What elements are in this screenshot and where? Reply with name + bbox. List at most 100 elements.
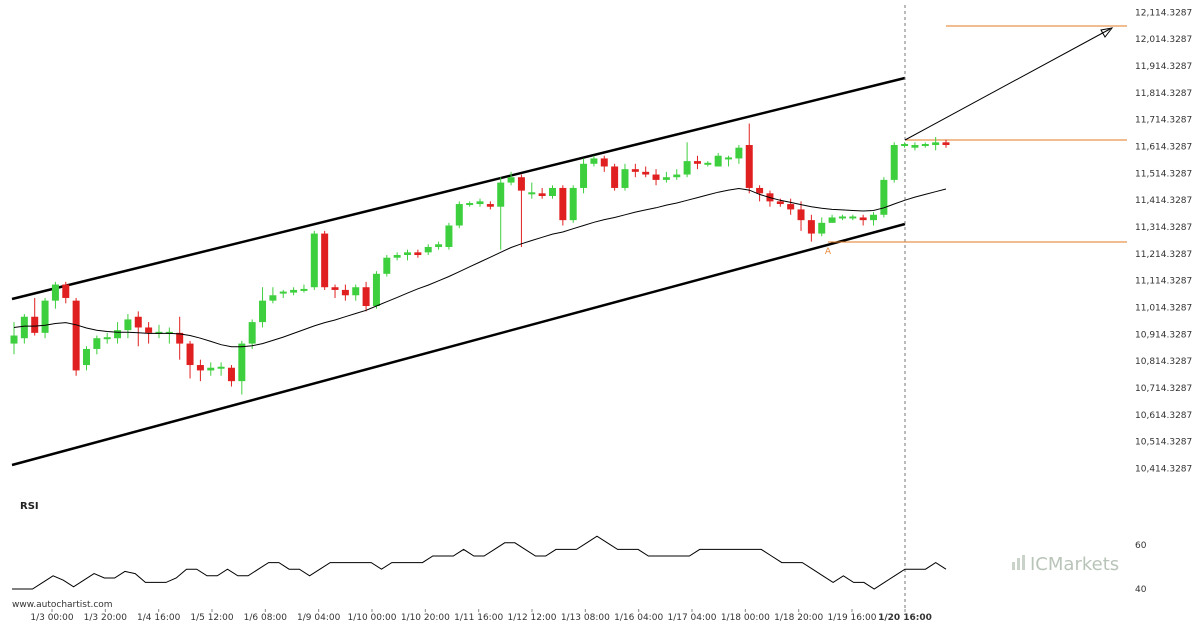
candle-body [911, 145, 919, 148]
candle-body [372, 273, 380, 307]
candle-body [569, 187, 577, 221]
candle-body [259, 300, 267, 323]
price-tick-label: 10,714.3287 [1135, 384, 1192, 394]
candle-body [176, 332, 184, 344]
candle-body [528, 192, 536, 195]
candle-body [41, 300, 49, 333]
projection-arrow [904, 28, 1111, 141]
candle-body [207, 367, 215, 371]
candle-body [93, 338, 101, 349]
candle-body [725, 157, 733, 160]
candle-body [217, 366, 225, 369]
candle-body [559, 187, 567, 221]
candle-body [683, 161, 691, 175]
candle-body [776, 201, 784, 205]
candle-body [248, 322, 256, 344]
candle-body [859, 217, 867, 221]
candle-body [838, 216, 846, 219]
candle-body [62, 284, 70, 298]
rsi-title: RSI [20, 501, 39, 512]
price-tick-label: 11,314.3287 [1135, 223, 1192, 233]
candle-body [621, 169, 629, 188]
candle-body [538, 193, 546, 196]
price-tick-label: 11,814.3287 [1135, 89, 1192, 99]
candle-body [435, 244, 443, 247]
candle-body [196, 365, 204, 371]
candle-body [756, 187, 764, 194]
candle-body [186, 343, 194, 366]
time-tick-label: 1/9 04:00 [297, 613, 341, 623]
candle-body [921, 144, 929, 147]
candle-body [238, 343, 246, 382]
price-tick-label: 10,414.3287 [1135, 465, 1192, 475]
candle-body [31, 316, 39, 333]
candle-body [476, 201, 484, 205]
candle-body [611, 166, 619, 188]
time-tick-labels: 1/3 00:00 1/3 20:00 1/4 16:00 1/5 12:00 1/6 … [30, 609, 932, 623]
time-tick-label: 1/18 20:00 [774, 613, 823, 623]
projection-arrowhead [1100, 27, 1114, 38]
price-tick-labels: 12,114.3287 12,014.3287 11,914.3287 11,814.… [1135, 8, 1192, 474]
candle-body [362, 287, 370, 307]
candle-body [787, 204, 795, 210]
price-tick-label: 11,114.3287 [1135, 277, 1192, 287]
time-tick-label: 1/3 00:00 [30, 613, 74, 623]
candle-body [849, 216, 857, 219]
candle-body [155, 331, 163, 334]
candle-body [600, 158, 608, 167]
price-tick-label: 12,014.3287 [1135, 35, 1192, 45]
time-tick-label: 1/20 16:00 [878, 613, 932, 623]
candle-body [828, 217, 836, 223]
price-tick-label: 11,014.3287 [1135, 304, 1192, 314]
price-tick-label: 10,914.3287 [1135, 330, 1192, 340]
candle-body [942, 142, 950, 146]
candlestick-series [10, 123, 950, 395]
time-tick-label: 1/19 16:00 [827, 613, 876, 623]
candle-body [10, 335, 18, 344]
candle-body [932, 142, 940, 146]
candle-body [890, 145, 898, 180]
candle-body [497, 182, 505, 207]
candle-body [82, 348, 90, 366]
time-tick-label: 1/13 08:00 [561, 613, 610, 623]
candle-body [279, 291, 287, 294]
candle-body [580, 163, 588, 188]
time-tick-label: 1/17 04:00 [667, 613, 716, 623]
candle-body [507, 177, 515, 183]
time-tick-label: 1/4 16:00 [137, 613, 181, 623]
time-tick-label: 1/6 08:00 [244, 613, 288, 623]
rsi-line [12, 535, 947, 590]
candle-body [341, 289, 349, 296]
channel-upper-line [11, 76, 906, 301]
candle-body [714, 155, 722, 167]
candle-body [134, 316, 142, 328]
logo-text: ICMarkets [1030, 554, 1119, 575]
price-tick-label: 10,614.3287 [1135, 411, 1192, 421]
candle-body [114, 330, 122, 339]
candle-body [631, 169, 639, 172]
candle-body [393, 255, 401, 258]
candle-body [880, 179, 888, 215]
time-tick-label: 1/3 20:00 [84, 613, 128, 623]
candle-body [486, 204, 494, 207]
rsi-tick-label: 60 [1135, 541, 1147, 551]
candle-body [797, 209, 805, 221]
logo-bar-icon [1017, 558, 1020, 570]
candle-body [673, 174, 681, 178]
time-tick-label: 1/10 00:00 [347, 613, 396, 623]
price-tick-label: 10,514.3287 [1135, 438, 1192, 448]
candle-body [704, 162, 712, 165]
candle-body [745, 145, 753, 188]
candle-body [404, 252, 412, 256]
logo-bar-icon [1012, 562, 1015, 570]
moving-average-line [13, 187, 947, 348]
candle-body [165, 331, 173, 334]
rsi-tick-label: 40 [1135, 585, 1147, 595]
candle-body [72, 300, 80, 371]
price-tick-label: 10,814.3287 [1135, 357, 1192, 367]
candle-body [290, 289, 298, 293]
candle-body [124, 319, 132, 331]
price-tick-label: 11,214.3287 [1135, 250, 1192, 260]
price-tick-label: 11,914.3287 [1135, 62, 1192, 72]
candle-body [590, 158, 598, 164]
